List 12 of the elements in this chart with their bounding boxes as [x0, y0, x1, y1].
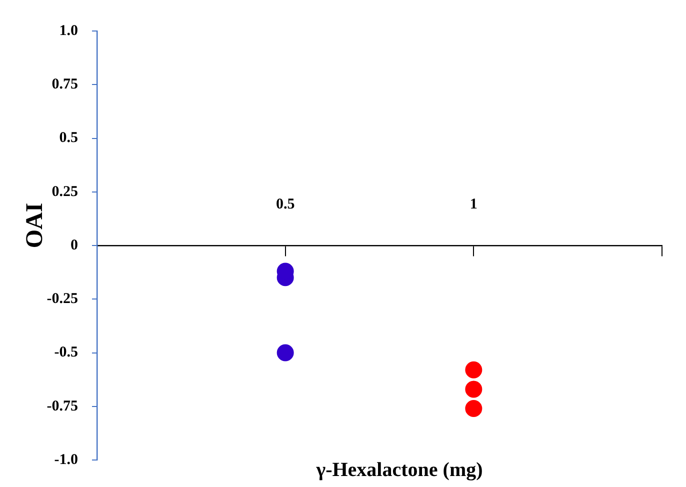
x-tick-label: 1 [470, 196, 478, 212]
y-tick-label: 0.25 [52, 184, 78, 200]
y-tick-label: -0.75 [46, 398, 78, 414]
y-tick-label: 0 [70, 237, 78, 254]
y-tick-label: 1.0 [59, 22, 78, 39]
y-tick-label: -1.0 [54, 452, 78, 468]
y-tick-label: -0.25 [46, 291, 78, 307]
y-tick-label: -0.5 [54, 344, 78, 361]
y-tick-label: 0.5 [59, 130, 78, 146]
y-tick-label: 0.75 [52, 76, 78, 92]
x-axis-title: γ-Hexalactone (mg) [315, 459, 483, 482]
y-axis-title: OAI [22, 202, 48, 248]
